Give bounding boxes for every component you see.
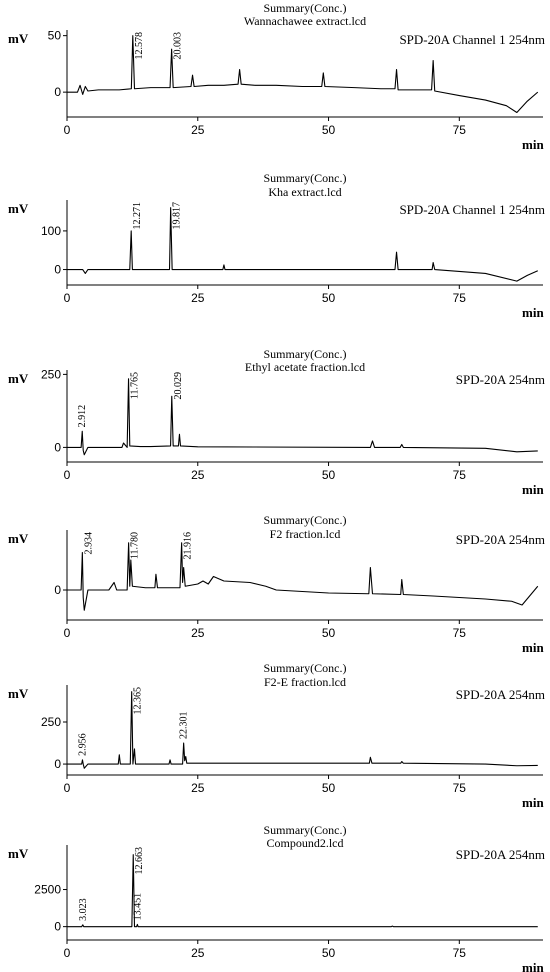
x-tick-label: 75: [453, 468, 467, 482]
chromatogram-line: [67, 378, 538, 456]
peak-label: 12.663: [134, 847, 145, 875]
peak-label: 12.271: [132, 202, 143, 230]
x-tick-label: 25: [191, 781, 205, 795]
chart-subtitle: Kha extract.lcd: [268, 185, 341, 199]
y-tick-label: 0: [54, 85, 61, 99]
x-tick-label: 75: [453, 946, 467, 960]
chromatogram-line: [67, 35, 539, 114]
chart-subtitle: Wannachawee extract.lcd: [244, 14, 366, 28]
chromatogram-line: [67, 542, 539, 611]
peak-label: 21.916: [183, 532, 194, 560]
chart-subtitle: Ethyl acetate fraction.lcd: [245, 360, 365, 374]
channel-label: SPD-20A 254nm: [456, 532, 545, 547]
y-tick-label: 0: [54, 920, 61, 934]
x-tick-label: 0: [64, 781, 71, 795]
x-tick-label: 75: [453, 626, 467, 640]
x-axis-label: min: [522, 960, 544, 972]
x-tick-label: 25: [191, 946, 205, 960]
x-tick-label: 50: [322, 626, 336, 640]
y-tick-label: 0: [54, 263, 61, 277]
y-axis-label: mV: [8, 201, 29, 216]
y-axis-label: mV: [8, 686, 29, 701]
chromatogram-line: [67, 854, 538, 928]
channel-label: SPD-20A 254nm: [456, 372, 545, 387]
chart-subtitle: F2 fraction.lcd: [270, 527, 341, 541]
y-tick-label: 0: [54, 583, 61, 597]
x-tick-label: 25: [191, 626, 205, 640]
peak-label: 12.365: [133, 687, 144, 715]
x-tick-label: 0: [64, 946, 71, 960]
x-tick-label: 50: [322, 123, 336, 137]
peak-label: 2.934: [83, 532, 94, 555]
x-tick-label: 75: [453, 781, 467, 795]
chart-title: Summary(Conc.): [264, 513, 347, 527]
peak-label: 20.029: [173, 372, 184, 400]
x-tick-label: 75: [453, 123, 467, 137]
channel-label: SPD-20A 254nm: [456, 687, 545, 702]
peak-label: 12.578: [134, 32, 145, 60]
peak-label: 11.780: [130, 532, 141, 559]
x-tick-label: 25: [191, 123, 205, 137]
y-axis-label: mV: [8, 531, 29, 546]
x-tick-label: 25: [191, 468, 205, 482]
chart-panel: Summary(Conc.)Kha extract.lcd SPD-20A Cha…: [8, 171, 545, 320]
x-tick-label: 50: [322, 291, 336, 305]
x-tick-label: 25: [191, 291, 205, 305]
chart-subtitle: Compound2.lcd: [267, 836, 344, 850]
y-axis-label: mV: [8, 371, 29, 386]
peak-label: 11.765: [130, 372, 141, 399]
y-tick-label: 250: [41, 367, 61, 381]
y-tick-label: 50: [48, 29, 62, 43]
chart-title: Summary(Conc.): [264, 1, 347, 15]
y-tick-label: 100: [41, 224, 61, 238]
x-tick-label: 0: [64, 626, 71, 640]
peak-label: 20.003: [173, 32, 184, 60]
x-tick-label: 0: [64, 291, 71, 305]
x-axis-label: min: [522, 305, 544, 320]
y-tick-label: 2500: [34, 883, 61, 897]
channel-label: SPD-20A Channel 1 254nm: [399, 32, 545, 47]
x-tick-label: 0: [64, 123, 71, 137]
chart-title: Summary(Conc.): [264, 823, 347, 837]
chart-panel: Summary(Conc.)Wannachawee extract.lcd SPD…: [8, 1, 545, 152]
chart-title: Summary(Conc.): [264, 347, 347, 361]
peak-label: 22.301: [179, 712, 190, 740]
peak-label: 13.451: [132, 893, 143, 921]
chart-panel: Summary(Conc.)F2-E fraction.lcd SPD-20A 2…: [8, 661, 545, 810]
peak-label: 2.956: [77, 733, 88, 756]
chart-title: Summary(Conc.): [264, 661, 347, 675]
x-tick-label: 0: [64, 468, 71, 482]
chromatogram-line: [67, 207, 538, 282]
channel-label: SPD-20A Channel 1 254nm: [399, 202, 545, 217]
x-axis-label: min: [522, 640, 544, 655]
chart-subtitle: F2-E fraction.lcd: [264, 675, 346, 689]
x-tick-label: 75: [453, 291, 467, 305]
x-axis-label: min: [522, 482, 544, 497]
x-tick-label: 50: [322, 468, 336, 482]
channel-label: SPD-20A 254nm: [456, 847, 545, 862]
y-tick-label: 0: [54, 757, 61, 771]
x-axis-label: min: [522, 137, 544, 152]
peak-label: 2.912: [77, 405, 88, 428]
chart-title: Summary(Conc.): [264, 171, 347, 185]
x-tick-label: 50: [322, 946, 336, 960]
chromatogram-line: [67, 691, 538, 769]
chart-panel: Summary(Conc.)F2 fraction.lcd SPD-20A 254…: [8, 513, 545, 655]
x-axis-label: min: [522, 795, 544, 810]
y-tick-label: 250: [41, 715, 61, 729]
peak-label: 3.023: [78, 898, 89, 921]
peak-label: 19.817: [172, 202, 183, 230]
y-axis-label: mV: [8, 31, 29, 46]
chart-panel: Summary(Conc.)Compound2.lcd SPD-20A 254nm…: [8, 823, 545, 972]
x-tick-label: 50: [322, 781, 336, 795]
y-axis-label: mV: [8, 846, 29, 861]
chart-panel: Summary(Conc.)Ethyl acetate fraction.lcd…: [8, 347, 545, 497]
y-tick-label: 0: [54, 440, 61, 454]
